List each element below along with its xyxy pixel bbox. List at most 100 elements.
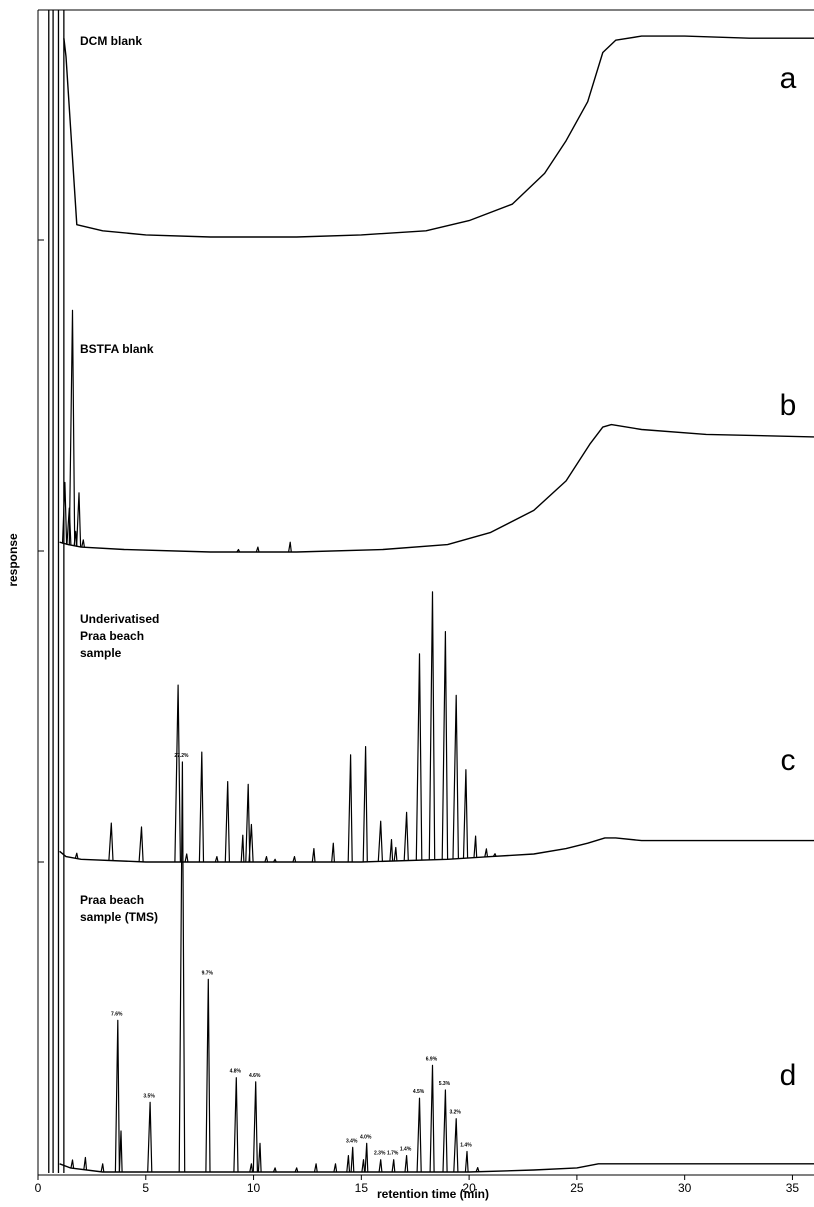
panel-sample-label: Praa beach [80, 893, 144, 907]
panel-sample-label: sample [80, 646, 122, 660]
peak [81, 539, 85, 548]
peak-percent-label: 1.4% [400, 1147, 412, 1153]
peak [114, 1019, 120, 1173]
peak-percent-label: 3.2% [449, 1110, 461, 1116]
peak [70, 1159, 75, 1169]
x-tick-label: 10 [247, 1181, 261, 1195]
peak [294, 1167, 299, 1173]
peak [245, 783, 251, 863]
peak [415, 653, 423, 861]
panel-d: 7.6% 3.5% 27.2% 9.7% 4.8% 4.6% 3.4%4.0% 2.3% 1.7… [59, 753, 814, 1173]
peak [377, 820, 383, 862]
panel-letter-d: d [780, 1059, 797, 1092]
peak [462, 769, 469, 859]
peak [233, 1077, 239, 1173]
peak [255, 546, 260, 553]
peak [346, 1155, 351, 1173]
peak [416, 1097, 422, 1173]
peak [83, 1156, 88, 1170]
peak [404, 1155, 409, 1173]
peak-percent-label: 3.4% [346, 1138, 358, 1144]
panel-b: BSTFA blank b [59, 309, 814, 553]
panel-letter-b: b [780, 389, 797, 422]
peak [288, 541, 292, 553]
baseline-trace [59, 1163, 814, 1173]
peak [118, 1130, 123, 1173]
peak [311, 848, 316, 863]
peak-percent-label: 27.2% [174, 753, 189, 759]
peak [178, 761, 186, 1173]
peak [248, 823, 254, 863]
panel-letter-a: a [780, 62, 797, 95]
peak [484, 848, 489, 858]
peak-percent-label: 1.4% [460, 1143, 472, 1149]
peak [361, 1159, 366, 1173]
peak [292, 856, 297, 863]
peak [403, 811, 409, 861]
peak [473, 835, 478, 858]
peak [257, 1142, 262, 1173]
peak-percent-label: 2.3% [374, 1151, 386, 1157]
peak-percent-label: 4.6% [249, 1073, 261, 1079]
peak [138, 826, 144, 862]
peak-percent-label: 4.8% [230, 1069, 242, 1075]
peak [442, 1089, 448, 1173]
peak [313, 1163, 318, 1173]
peak [108, 822, 114, 861]
x-tick-label: 0 [35, 1181, 42, 1195]
peak [333, 1163, 338, 1173]
peak-percent-label: 7.6% [111, 1011, 123, 1017]
peak [68, 309, 76, 546]
peak [76, 492, 82, 547]
panel-sample-label: DCM blank [80, 34, 142, 48]
peak-percent-label: 4.5% [413, 1089, 425, 1095]
peak [272, 858, 277, 863]
baseline-trace [59, 423, 814, 553]
peak [378, 1159, 383, 1173]
peak [350, 1146, 355, 1173]
x-tick-label: 15 [355, 1181, 369, 1195]
peak [429, 1064, 435, 1173]
peak [236, 548, 241, 553]
peak [198, 751, 205, 863]
peak-percent-label: 5.3% [439, 1081, 451, 1087]
peak-percent-label: 3.5% [143, 1093, 155, 1099]
peak [389, 839, 394, 862]
peak [364, 1142, 369, 1173]
peak-percent-label: 4.0% [360, 1134, 372, 1140]
peak [147, 1101, 153, 1173]
x-tick-label: 5 [142, 1181, 149, 1195]
panel-letter-c: c [781, 744, 796, 777]
x-tick-label: 30 [678, 1181, 692, 1195]
peak [249, 1163, 254, 1173]
peak-percent-label: 9.7% [202, 970, 214, 976]
peak [453, 1118, 459, 1173]
panel-sample-label: Underivatised [80, 612, 159, 626]
peak [441, 631, 449, 860]
x-tick-label: 35 [786, 1181, 800, 1195]
peak [331, 842, 335, 863]
y-axis-title: response [6, 533, 20, 587]
peak [393, 846, 398, 861]
x-axis-title: retention time (min) [377, 1187, 489, 1201]
peak-percent-label: 1.7% [387, 1151, 399, 1157]
panel-sample-label: sample (TMS) [80, 910, 158, 924]
peak [61, 481, 68, 544]
panel-c: Underivatised Praa beach sample c [59, 591, 814, 863]
peak [452, 694, 459, 859]
peak [252, 1081, 258, 1173]
peak [184, 853, 189, 863]
panel-sample-label: Praa beach [80, 629, 144, 643]
peak [362, 746, 368, 862]
peak [464, 1150, 469, 1173]
peak [391, 1159, 396, 1173]
peak [264, 856, 269, 863]
peak [74, 852, 79, 859]
peak [347, 754, 353, 863]
peak [272, 1167, 277, 1173]
x-tick-label: 25 [570, 1181, 584, 1195]
baseline-trace [59, 837, 814, 863]
baseline-trace [63, 35, 814, 238]
peak [174, 684, 181, 863]
